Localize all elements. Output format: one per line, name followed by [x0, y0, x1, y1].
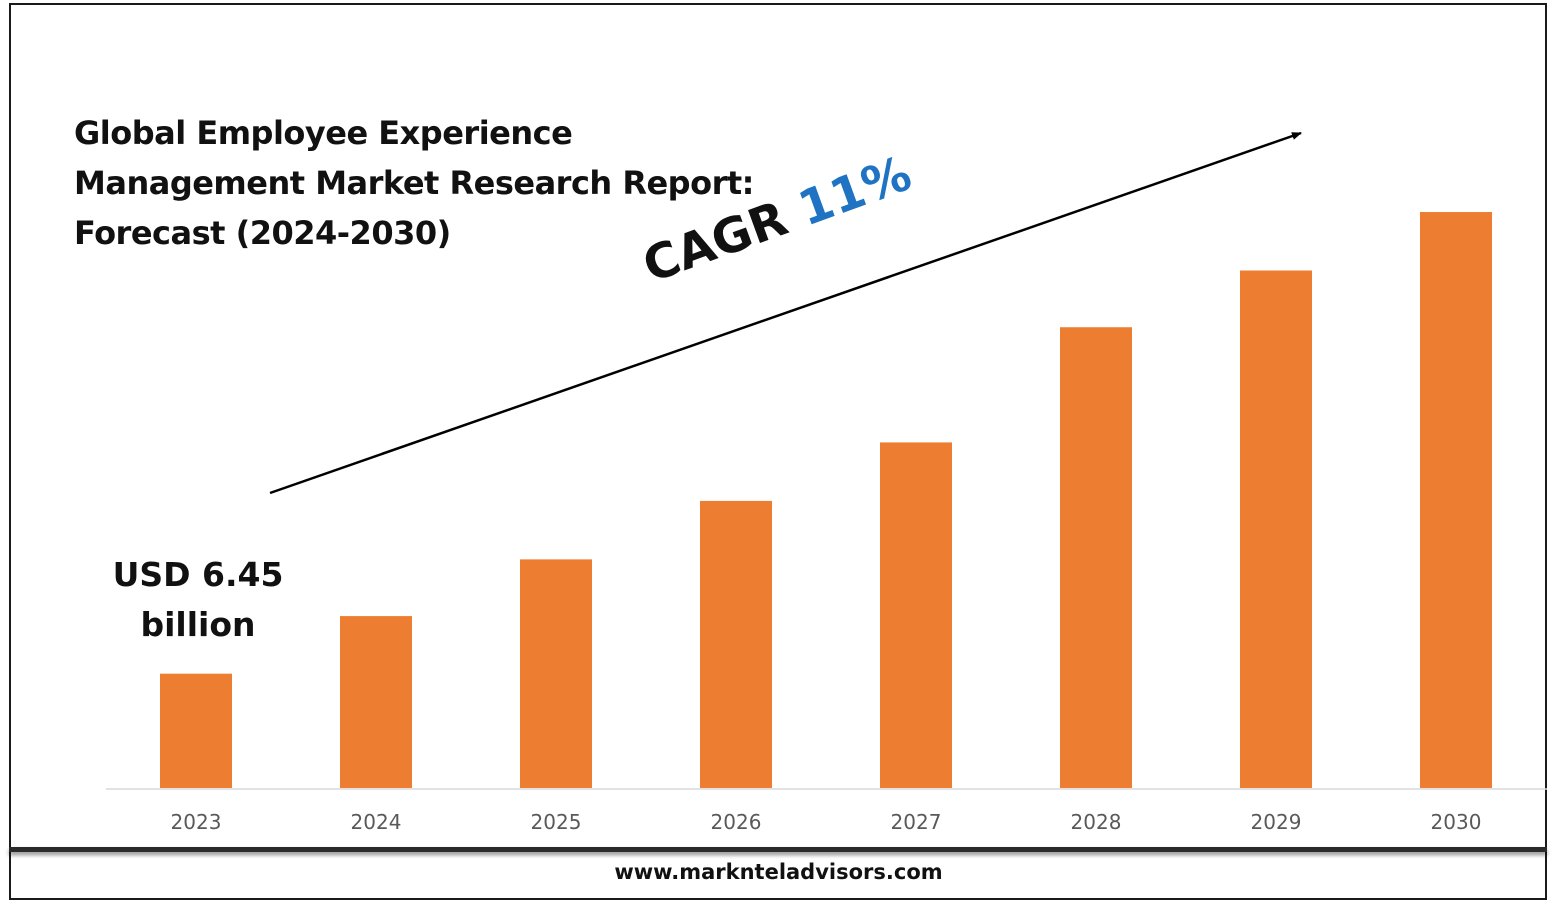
start-value-line-1: USD 6.45 [112, 555, 284, 594]
x-tick-label-2030: 2030 [1431, 810, 1482, 834]
x-tick-label-2025: 2025 [531, 810, 582, 834]
chart-title-line-3: Forecast (2024-2030) [74, 214, 451, 252]
bar-2029 [1240, 270, 1312, 788]
bar-2026 [700, 500, 772, 788]
bar-2030 [1420, 212, 1492, 788]
footer-divider [9, 847, 1547, 852]
bar-2027 [880, 442, 952, 788]
chart-title-line-2: Management Market Research Report: [74, 164, 754, 202]
bar-2028 [1060, 327, 1132, 788]
bar-2025 [520, 559, 592, 788]
x-tick-label-2024: 2024 [351, 810, 402, 834]
x-axis-tick-labels: 2023 2024 2025 2026 2027 2028 2029 2030 [171, 810, 1482, 834]
chart-title-line-1: Global Employee Experience [74, 114, 573, 152]
bar-2024 [340, 616, 412, 788]
footer-website[interactable]: www.marknteladvisors.com [614, 860, 943, 884]
bar-2023 [160, 673, 232, 788]
x-tick-label-2026: 2026 [711, 810, 762, 834]
chart-title: Global Employee Experience Management Ma… [74, 108, 794, 258]
chart-frame [9, 3, 1547, 900]
start-value-line-2: billion [140, 605, 256, 644]
x-tick-label-2023: 2023 [171, 810, 222, 834]
cagr-trend-arrow [269, 131, 1302, 495]
x-tick-label-2027: 2027 [891, 810, 942, 834]
bars [160, 212, 1492, 788]
start-value-annotation: USD 6.45 billion [98, 550, 298, 650]
x-tick-label-2029: 2029 [1251, 810, 1302, 834]
x-tick-label-2028: 2028 [1071, 810, 1122, 834]
